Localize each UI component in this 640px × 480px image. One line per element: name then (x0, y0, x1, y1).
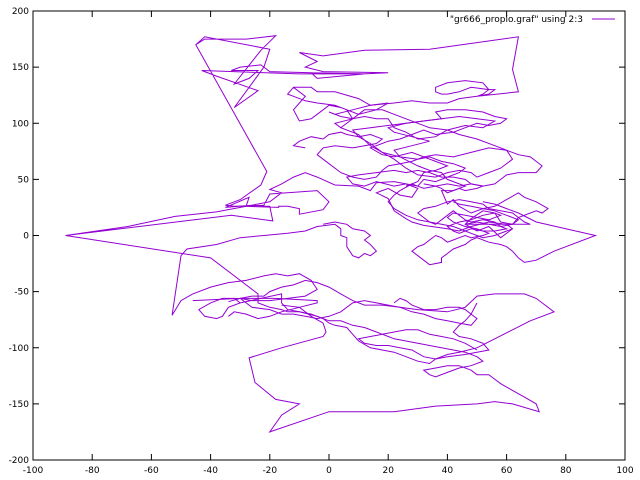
y-tick-label: 0 (23, 232, 29, 242)
series-line-0 (65, 35, 549, 239)
series-line-9 (357, 302, 490, 360)
x-tick-label: 0 (326, 466, 332, 476)
series-line-3 (416, 199, 531, 243)
series-layer (65, 35, 598, 433)
x-tick-label: 100 (616, 466, 633, 476)
y-tick-label: -50 (14, 288, 29, 298)
legend-label: "gr666_propio.graf" using 2:3 (450, 15, 583, 25)
series-line-5 (171, 221, 478, 326)
series-line-4 (292, 131, 449, 187)
y-tick-label: 50 (18, 175, 30, 185)
x-tick-label: 20 (382, 466, 394, 476)
y-tick-label: 200 (12, 7, 29, 17)
x-tick-label: 80 (560, 466, 572, 476)
x-tick-label: -80 (85, 466, 100, 476)
series-line-1 (286, 86, 513, 239)
x-tick-label: 60 (501, 466, 513, 476)
y-tick-label: 150 (12, 63, 29, 73)
x-tick-label: -40 (203, 466, 218, 476)
series-line-8 (65, 235, 541, 433)
x-tick-label: -60 (144, 466, 159, 476)
y-axis: -200 -150 -100 -50 0 50 100 150 200 (9, 7, 625, 466)
y-tick-label: 100 (12, 119, 29, 129)
x-tick-label: 40 (442, 466, 454, 476)
y-tick-label: -200 (9, 456, 30, 466)
y-tick-label: -150 (9, 400, 30, 410)
x-axis: -100 -80 -60 -40 -20 0 20 40 60 80 100 (23, 11, 634, 476)
x-tick-label: -100 (23, 466, 44, 476)
series-line-10 (411, 201, 598, 266)
y-tick-label: -100 (9, 344, 30, 354)
series-line-2 (333, 109, 543, 187)
legend: "gr666_propio.graf" using 2:3 (450, 15, 615, 25)
x-tick-label: -20 (262, 466, 277, 476)
series-line-7 (192, 297, 318, 320)
